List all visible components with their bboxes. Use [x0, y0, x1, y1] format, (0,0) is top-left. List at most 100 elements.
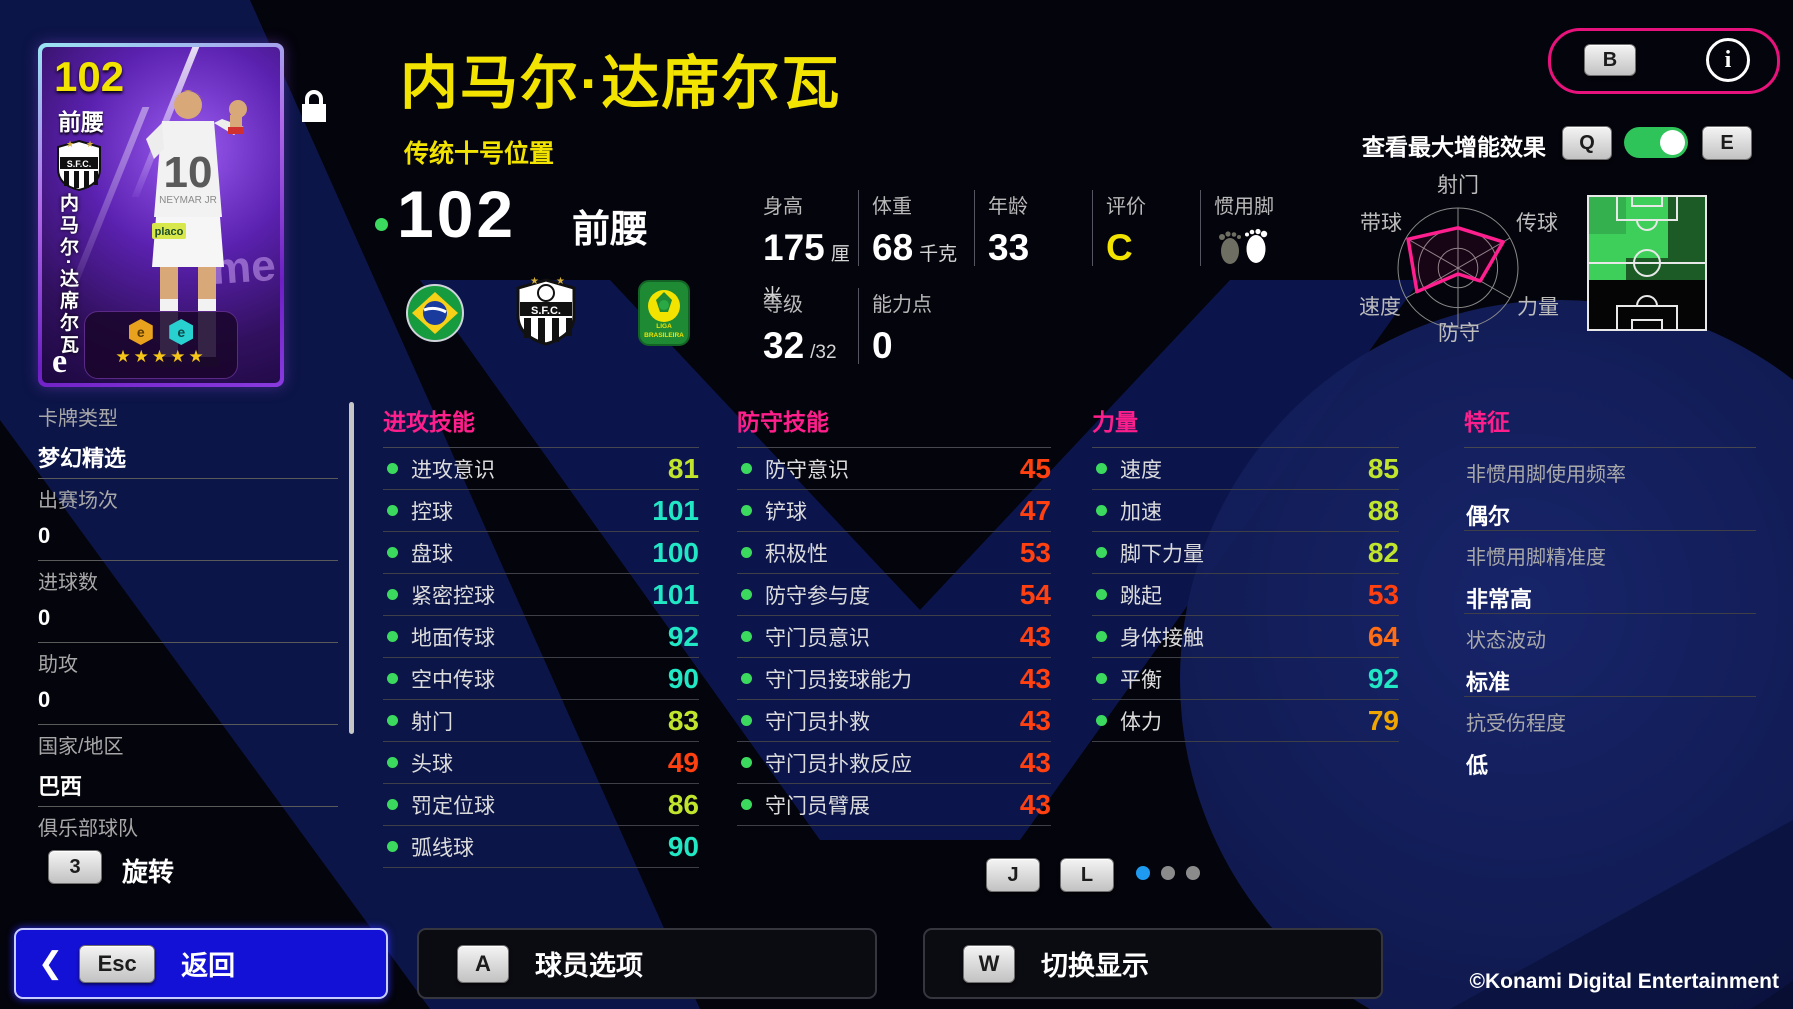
- key-e[interactable]: E: [1702, 126, 1752, 160]
- key-q[interactable]: Q: [1562, 126, 1612, 160]
- info-field-unit: 厘米: [763, 244, 850, 307]
- stat-dot-icon: [387, 631, 398, 642]
- stat-dot-icon: [387, 757, 398, 768]
- stat-row: 罚定位球 86: [383, 784, 699, 826]
- key-a: A: [457, 944, 509, 983]
- trait-label: 非惯用脚使用频率: [1466, 464, 1626, 486]
- stat-label: 地面传球: [411, 626, 495, 650]
- info-divider: [974, 190, 975, 266]
- card-player-name: 内马尔·达席尔瓦: [57, 193, 78, 357]
- playstyle-label: 传统十号位置: [404, 140, 555, 168]
- svg-text:LIGA: LIGA: [656, 323, 672, 330]
- stat-dot-icon: [741, 547, 752, 558]
- stat-column: 进攻技能 进攻意识 81 控球 101 盘球 100 紧密控球 101 地面传球 92 空中传球 90 射…: [383, 403, 699, 868]
- trait-rows: 非惯用脚使用频率 偶尔 非惯用脚精准度 非常高 状态波动 标准 抗受伤程度低: [1464, 447, 1756, 779]
- stat-label: 紧密控球: [411, 584, 495, 608]
- info-field-label: 身高: [763, 196, 803, 218]
- stat-row: 弧线球 90: [383, 826, 699, 868]
- page-dot[interactable]: [1161, 866, 1175, 880]
- key-w: W: [963, 944, 1015, 983]
- stat-row: 守门员臂展 43: [737, 784, 1051, 826]
- stat-dot-icon: [387, 589, 398, 600]
- card-position: 前腰: [58, 109, 104, 135]
- player-card: me 10 NEYMAR JR placo: [38, 43, 284, 387]
- player-card-art: me 10 NEYMAR JR placo: [42, 47, 280, 383]
- page-dots[interactable]: [1136, 866, 1211, 885]
- svg-text:BRASILEIRA: BRASILEIRA: [644, 332, 684, 339]
- back-button[interactable]: ❮ Esc 返回: [14, 928, 388, 999]
- toggle-display-button[interactable]: W 切换显示: [923, 928, 1383, 999]
- stat-column-title: 进攻技能: [383, 409, 475, 435]
- info-field-unit: 千克: [919, 244, 958, 265]
- stat-label: 罚定位球: [411, 794, 495, 818]
- boost-toggle[interactable]: [1624, 127, 1688, 158]
- brazil-flag-icon: [406, 284, 464, 342]
- stat-dot-icon: [741, 505, 752, 516]
- ability-points-field: 能力点 0: [872, 288, 968, 367]
- level-max: /32: [810, 342, 837, 363]
- stat-label: 守门员扑救: [765, 710, 870, 734]
- sidebar-item: 卡牌类型 梦幻精选: [38, 402, 338, 473]
- page-dot[interactable]: [1186, 866, 1200, 880]
- info-divider: [858, 190, 859, 266]
- info-field[interactable]: 年龄 33: [988, 190, 1086, 269]
- info-field[interactable]: 评价 C: [1106, 190, 1194, 269]
- stat-value: 53: [1019, 536, 1051, 568]
- key-3-rotate[interactable]: 3: [48, 850, 102, 884]
- stat-column: 防守技能 防守意识 45 铲球 47 积极性 53 防守参与度 54 守门员意识 43 守门员接球能力…: [737, 403, 1051, 826]
- info-icon[interactable]: i: [1706, 38, 1750, 82]
- sidebar-item-label: 助攻: [38, 654, 78, 676]
- key-b[interactable]: B: [1584, 44, 1636, 76]
- key-l[interactable]: L: [1060, 858, 1114, 892]
- info-field[interactable]: 体重 68 千克: [872, 190, 968, 269]
- stat-value: 43: [1019, 788, 1051, 820]
- player-options-button[interactable]: A 球员选项: [417, 928, 877, 999]
- stat-value: 90: [667, 830, 699, 862]
- key-j[interactable]: J: [986, 858, 1040, 892]
- stat-label: 空中传球: [411, 668, 495, 692]
- stat-row: 盘球 100: [383, 532, 699, 574]
- card-rating: 102: [54, 53, 125, 100]
- sidebar-divider: [38, 724, 338, 725]
- svg-text:NEYMAR JR: NEYMAR JR: [159, 195, 217, 206]
- stat-label: 加速: [1120, 500, 1162, 524]
- stat-row: 控球 101: [383, 490, 699, 532]
- info-field-value: 175 厘米: [763, 227, 850, 307]
- santos-club-badge-icon: S.F.C. ★ ★: [57, 139, 101, 191]
- position-label: 前腰: [572, 209, 649, 251]
- trait-pair: 状态波动 标准: [1464, 614, 1756, 697]
- info-divider: [1092, 190, 1093, 266]
- back-label: 返回: [181, 951, 236, 981]
- stat-label: 防守意识: [765, 458, 849, 482]
- sidebar-item-label: 国家/地区: [38, 736, 124, 758]
- info-field-label: 年龄: [988, 196, 1028, 218]
- trait-value: 低: [1466, 753, 1489, 778]
- stat-value: 64: [1367, 620, 1399, 652]
- stat-row: 跳起 53: [1092, 574, 1399, 616]
- stat-dot-icon: [387, 799, 398, 810]
- key-esc: Esc: [79, 944, 156, 983]
- stat-row: 加速 88: [1092, 490, 1399, 532]
- level-label: 等级: [763, 294, 803, 316]
- stat-label: 脚下力量: [1120, 542, 1204, 566]
- sidebar-item-value: 0: [38, 605, 51, 630]
- stat-row: 铲球 47: [737, 490, 1051, 532]
- page-dot[interactable]: [1136, 866, 1150, 880]
- info-field[interactable]: 身高 175 厘米: [763, 190, 858, 311]
- radar-axis-label: 力量: [1517, 296, 1559, 319]
- stat-label: 跳起: [1120, 584, 1162, 608]
- stat-label: 平衡: [1120, 668, 1162, 692]
- trait-pair: 非惯用脚使用频率 偶尔: [1464, 448, 1756, 531]
- stat-value: 86: [667, 788, 699, 820]
- stat-dot-icon: [741, 715, 752, 726]
- svg-text:S.F.C.: S.F.C.: [67, 159, 92, 169]
- svg-text:★: ★: [556, 276, 565, 287]
- trait-pair: 非惯用脚精准度 非常高: [1464, 531, 1756, 614]
- stat-column: 力量 速度 85 加速 88 脚下力量 82 跳起 53 身体接触 64 平衡 92 体力 79: [1092, 403, 1399, 742]
- sidebar-scrollbar[interactable]: [349, 402, 354, 734]
- stat-dot-icon: [1096, 673, 1107, 684]
- info-field[interactable]: 惯用脚: [1214, 190, 1324, 272]
- stat-value: 43: [1019, 620, 1051, 652]
- stat-label: 盘球: [411, 542, 453, 566]
- pitch-position-map: [1584, 192, 1710, 339]
